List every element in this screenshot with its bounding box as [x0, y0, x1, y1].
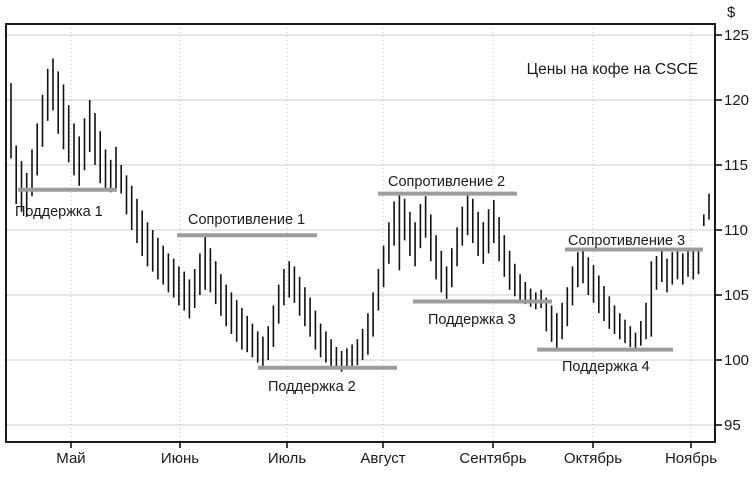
support-label: Поддержка 2	[268, 379, 356, 395]
plot-border	[5, 23, 716, 443]
vertical-dotted-gridlines	[70, 24, 692, 442]
axis-ticks	[70, 34, 722, 448]
y-axis-label: 115	[724, 157, 748, 174]
y-axis-label: 110	[724, 222, 748, 239]
support-label: Поддержка 3	[428, 312, 516, 328]
x-axis-label: Август	[360, 450, 405, 467]
x-axis-label: Ноябрь	[665, 450, 717, 467]
y-axis-label: 105	[724, 287, 749, 304]
y-axis-labels: 125 120 115 110 105 100 95	[724, 27, 749, 434]
resistance-label: Сопротивление 3	[568, 233, 685, 249]
x-axis-label: Июнь	[161, 450, 199, 467]
x-axis-label: Сентябрь	[459, 450, 526, 467]
support-label: Поддержка 1	[15, 204, 103, 220]
support-resistance-lines	[18, 187, 703, 370]
resistance-label: Сопротивление 1	[188, 212, 305, 228]
y-axis-label: 95	[724, 417, 741, 434]
chart-title: Цены на кофе на CSCE	[527, 61, 698, 78]
horizontal-gridlines	[6, 34, 715, 426]
x-axis-label: Май	[56, 450, 85, 467]
x-axis-labels: Май Июнь Июль Август Сентябрь Октябрь Ноябрь	[56, 450, 717, 467]
x-axis-label: Июль	[268, 450, 306, 467]
x-axis-label: Октябрь	[564, 450, 622, 467]
y-axis-unit-label: $	[727, 4, 736, 21]
plot-frame	[5, 23, 716, 443]
support-label: Поддержка 4	[562, 359, 650, 375]
y-axis-label: 125	[724, 27, 749, 44]
y-axis-label: 100	[724, 352, 749, 369]
y-axis-label: 120	[724, 92, 749, 109]
level-labels: Поддержка 1 Сопротивление 1 Поддержка 2 Соп…	[15, 174, 685, 395]
resistance-label: Сопротивление 2	[388, 174, 505, 190]
price-bars	[10, 58, 710, 372]
